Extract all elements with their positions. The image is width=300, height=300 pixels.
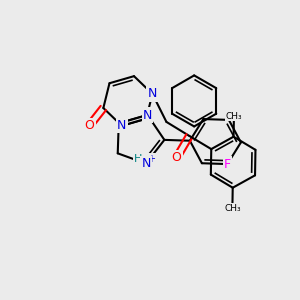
Text: N: N [143, 109, 152, 122]
Text: CH₃: CH₃ [226, 112, 242, 121]
Text: O: O [172, 151, 182, 164]
Text: +: + [147, 154, 155, 164]
Text: N: N [141, 157, 151, 170]
Text: F: F [224, 158, 231, 171]
Text: O: O [84, 119, 94, 132]
Text: N: N [117, 119, 126, 132]
Text: CH₃: CH₃ [224, 204, 241, 213]
Text: N: N [148, 87, 157, 100]
Text: H: H [134, 154, 142, 164]
